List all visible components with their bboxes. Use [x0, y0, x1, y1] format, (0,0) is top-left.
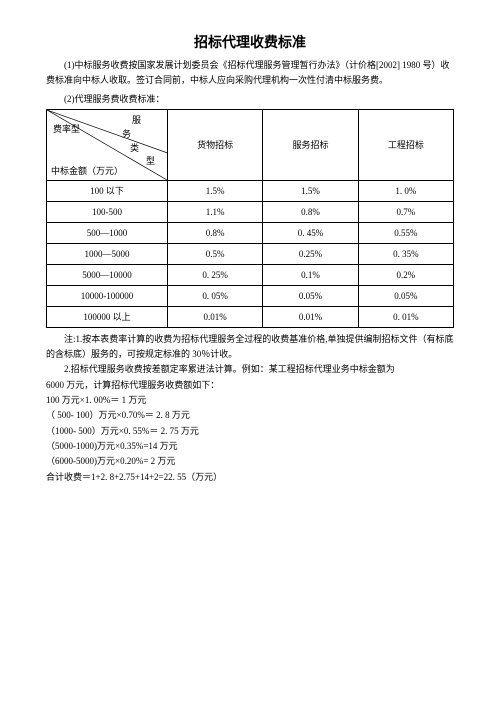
calc-line: 100 万元×1. 00%＝ 1 万元 — [46, 393, 454, 408]
table-row: 1000—50000.5%0.25%0. 35% — [47, 243, 454, 264]
table-row: 5000—100000. 25%0.1%0.2% — [47, 264, 454, 285]
notes-block: 注:1.按本表费率计算的收费为招标代理服务全过程的收费基准价格,单独提供编制招标… — [46, 332, 454, 485]
cell: 0.25% — [263, 243, 358, 264]
calc-line: 合计收费＝1+2. 8+2.75+14+2=22. 55（万元） — [46, 470, 454, 485]
diagonal-header: 服 务 类 型 费率型 中标金额（万元） — [47, 109, 168, 180]
table-row: 500—10000.8%0. 45%0.55% — [47, 222, 454, 243]
cell: 0. 01% — [358, 306, 453, 327]
paragraph-1: (1)中标服务收费按国家发展计划委员会《招标代理服务管理暂行办法》（计价格[20… — [46, 58, 454, 89]
note-2b: 6000 万元，计算招标代理服务收费额如下： — [46, 378, 454, 393]
table-row: 100-5001.1%0.8%0.7% — [47, 201, 454, 222]
note-1: 注:1.按本表费率计算的收费为招标代理服务全过程的收费基准价格,单独提供编制招标… — [46, 332, 454, 363]
cell: 1.1% — [168, 201, 263, 222]
cell: 0.55% — [358, 222, 453, 243]
row-label: 100000 以上 — [47, 306, 168, 327]
paragraph-2: (2)代理服务费收费标准： — [46, 92, 454, 107]
table-row: 100000 以上0.01%0.01%0. 01% — [47, 306, 454, 327]
cell: 0. 35% — [358, 243, 453, 264]
fee-table: 服 务 类 型 费率型 中标金额（万元） 货物招标 服务招标 工程招标 100 … — [46, 109, 454, 328]
cell: 0.01% — [263, 306, 358, 327]
cell: 0.05% — [358, 285, 453, 306]
cell: 0.5% — [168, 243, 263, 264]
diag-b1: 类 — [130, 141, 139, 154]
cell: 0.05% — [263, 285, 358, 306]
cell: 0.1% — [263, 264, 358, 285]
col-header: 工程招标 — [358, 109, 453, 180]
cell: 1.5% — [168, 180, 263, 201]
row-label: 10000-100000 — [47, 285, 168, 306]
calc-line: （6000-5000)万元×0.20%= 2 万元 — [46, 454, 454, 469]
cell: 0.8% — [263, 201, 358, 222]
diag-mid: 务 — [122, 127, 131, 140]
row-label: 1000—5000 — [47, 243, 168, 264]
cell: 0.01% — [168, 306, 263, 327]
cell: 0.7% — [358, 201, 453, 222]
table-row: 100 以下1.5%1.5%1. 0% — [47, 180, 454, 201]
table-header-row: 服 务 类 型 费率型 中标金额（万元） 货物招标 服务招标 工程招标 — [47, 109, 454, 180]
diag-foot: 中标金额（万元） — [51, 164, 123, 177]
calc-line: （5000-1000)万元×0.35%=14 万元 — [46, 439, 454, 454]
cell: 1.5% — [263, 180, 358, 201]
row-label: 100 以下 — [47, 180, 168, 201]
document-page: 招标代理收费标准 (1)中标服务收费按国家发展计划委员会《招标代理服务管理暂行办… — [0, 0, 500, 485]
col-header: 货物招标 — [168, 109, 263, 180]
calc-line: （ 500- 100）万元×0.70%＝ 2. 8 万元 — [46, 408, 454, 423]
cell: 0. 05% — [168, 285, 263, 306]
note-2a: 2.招标代理服务收费按差额定率累进法计算。例如：某工程招标代理业务中标金额为 — [46, 362, 454, 377]
row-label: 500—1000 — [47, 222, 168, 243]
calc-line: （1000- 500）万元×0. 55%＝ 2. 75 万元 — [46, 424, 454, 439]
diag-left: 费率型 — [53, 122, 80, 135]
page-title: 招标代理收费标准 — [46, 32, 454, 52]
cell: 0.2% — [358, 264, 453, 285]
row-label: 100-500 — [47, 201, 168, 222]
col-header: 服务招标 — [263, 109, 358, 180]
cell: 0. 45% — [263, 222, 358, 243]
cell: 1. 0% — [358, 180, 453, 201]
cell: 0. 25% — [168, 264, 263, 285]
diag-b2: 型 — [146, 154, 155, 167]
table-row: 10000-1000000. 05%0.05%0.05% — [47, 285, 454, 306]
diag-top: 服 — [132, 113, 141, 126]
row-label: 5000—10000 — [47, 264, 168, 285]
cell: 0.8% — [168, 222, 263, 243]
